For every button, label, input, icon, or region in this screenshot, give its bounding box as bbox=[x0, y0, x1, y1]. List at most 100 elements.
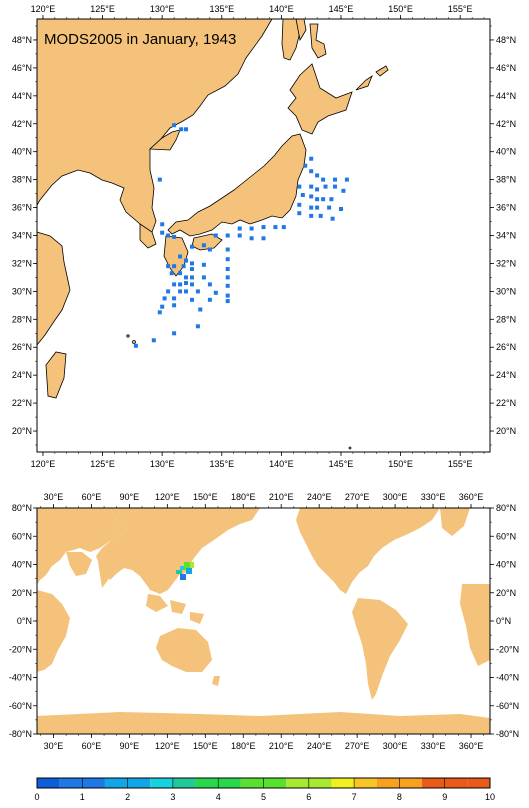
lon-tick-label-top: 125°E bbox=[90, 4, 115, 14]
colorbar-label: 9 bbox=[442, 792, 447, 802]
colorbar-cell bbox=[240, 778, 264, 788]
colorbar-label: 6 bbox=[306, 792, 311, 802]
colorbar-cell bbox=[127, 778, 151, 788]
observation-point bbox=[172, 296, 177, 301]
observation-point bbox=[309, 194, 314, 199]
observation-point bbox=[225, 267, 230, 271]
lat-tick-label-right: 44°N bbox=[496, 91, 516, 101]
colorbar-label: 1 bbox=[80, 792, 85, 802]
observation-point bbox=[225, 257, 230, 262]
lon-tick-label-bottom: 155°E bbox=[448, 459, 473, 469]
observation-point bbox=[333, 184, 337, 189]
global-lon-label-bottom: 240°E bbox=[307, 741, 332, 751]
global-lon-label-top: 330°E bbox=[421, 492, 446, 502]
lat-tick-label-right: 20°N bbox=[496, 426, 516, 436]
global-lon-label-bottom: 60°E bbox=[82, 741, 102, 751]
observation-point bbox=[179, 127, 184, 132]
colorbar-cell bbox=[104, 778, 128, 788]
observation-point bbox=[181, 264, 186, 269]
colorbar-cell bbox=[308, 778, 332, 788]
observation-point bbox=[190, 244, 194, 249]
colorbar-label: 0 bbox=[34, 792, 39, 802]
observation-point bbox=[213, 233, 218, 238]
observation-point bbox=[309, 156, 314, 161]
observation-point bbox=[225, 233, 230, 238]
observation-point bbox=[172, 282, 177, 287]
land-masses bbox=[36, 18, 389, 450]
global-lat-label-left: 0°N bbox=[17, 616, 32, 626]
lon-tick-label-top: 120°E bbox=[31, 4, 56, 14]
lat-tick-label-left: 34°N bbox=[12, 231, 32, 241]
observation-point bbox=[237, 226, 242, 231]
observation-point bbox=[160, 230, 165, 235]
colorbar-label: 5 bbox=[261, 792, 266, 802]
lat-tick-label-right: 42°N bbox=[496, 119, 516, 129]
global-lon-label-bottom: 120°E bbox=[155, 741, 180, 751]
observation-point bbox=[297, 202, 302, 207]
observation-point bbox=[160, 222, 165, 227]
observation-point bbox=[198, 307, 203, 312]
global-lat-label-right: -20°N bbox=[496, 644, 519, 654]
lat-tick-label-left: 48°N bbox=[12, 35, 32, 45]
observation-point bbox=[261, 236, 266, 241]
observation-point bbox=[178, 254, 183, 259]
colorbar-cell bbox=[59, 778, 83, 788]
colorbar-cell bbox=[286, 778, 309, 788]
global-lat-label-left: -80°N bbox=[9, 729, 32, 739]
colorbar-cell bbox=[218, 778, 241, 788]
observation-point bbox=[297, 184, 302, 189]
colorbar-cell bbox=[37, 778, 60, 788]
observation-point bbox=[195, 289, 200, 294]
global-lon-label-top: 240°E bbox=[307, 492, 332, 502]
global-map-ticks: 30°E 30°E 60°E 60°E 90°E 90°E 120°E 120°E 150°E 1… bbox=[9, 492, 519, 751]
global-lon-label-bottom: 210°E bbox=[269, 741, 294, 751]
observation-point bbox=[309, 184, 314, 189]
observation-markers bbox=[133, 123, 349, 348]
global-lon-label-bottom: 360°E bbox=[459, 741, 484, 751]
global-lon-label-top: 180°E bbox=[231, 492, 256, 502]
global-lat-label-right: 60°N bbox=[496, 531, 516, 541]
global-lat-label-right: -60°N bbox=[496, 701, 519, 711]
observation-point bbox=[225, 293, 230, 298]
global-lon-label-top: 60°E bbox=[82, 492, 102, 502]
observation-point bbox=[201, 243, 206, 248]
observation-point bbox=[184, 281, 188, 285]
observation-point bbox=[344, 177, 349, 182]
observation-point bbox=[300, 193, 305, 197]
lat-tick-label-left: 22°N bbox=[12, 398, 32, 408]
observation-point bbox=[133, 343, 138, 348]
observation-point bbox=[261, 225, 266, 230]
observation-point bbox=[160, 304, 165, 309]
observation-point bbox=[184, 275, 188, 280]
lat-tick-label-right: 24°N bbox=[496, 370, 516, 380]
lat-tick-label-left: 42°N bbox=[12, 119, 32, 129]
lat-tick-label-right: 28°N bbox=[496, 314, 516, 324]
lon-tick-label-top: 130°E bbox=[150, 4, 175, 14]
global-lon-label-bottom: 90°E bbox=[120, 741, 140, 751]
global-lon-label-bottom: 300°E bbox=[383, 741, 408, 751]
observation-point bbox=[339, 207, 343, 211]
observation-point bbox=[321, 177, 326, 182]
observation-point bbox=[315, 173, 320, 178]
colorbar-cell bbox=[263, 778, 287, 788]
global-lon-label-bottom: 330°E bbox=[421, 741, 446, 751]
observation-point bbox=[178, 271, 183, 276]
global-lat-label-left: 20°N bbox=[12, 588, 32, 598]
lat-tick-label-left: 26°N bbox=[12, 342, 32, 352]
lon-tick-label-top: 155°E bbox=[448, 4, 473, 14]
observation-point bbox=[162, 296, 167, 301]
observation-point bbox=[323, 184, 328, 189]
colorbar-cell bbox=[172, 778, 196, 788]
global-lat-label-right: 80°N bbox=[496, 503, 516, 513]
observation-point bbox=[201, 262, 206, 267]
lat-tick-label-right: 38°N bbox=[496, 175, 516, 185]
global-lon-label-top: 210°E bbox=[269, 492, 294, 502]
map-title: MODS2005 in January, 1943 bbox=[44, 31, 236, 48]
colorbar-label: 3 bbox=[170, 792, 175, 802]
global-lon-label-top: 90°E bbox=[120, 492, 140, 502]
observation-point bbox=[249, 236, 254, 241]
observation-point bbox=[157, 310, 162, 315]
observation-point bbox=[157, 177, 162, 182]
observation-point bbox=[303, 163, 308, 168]
global-lon-label-bottom: 30°E bbox=[44, 741, 64, 751]
